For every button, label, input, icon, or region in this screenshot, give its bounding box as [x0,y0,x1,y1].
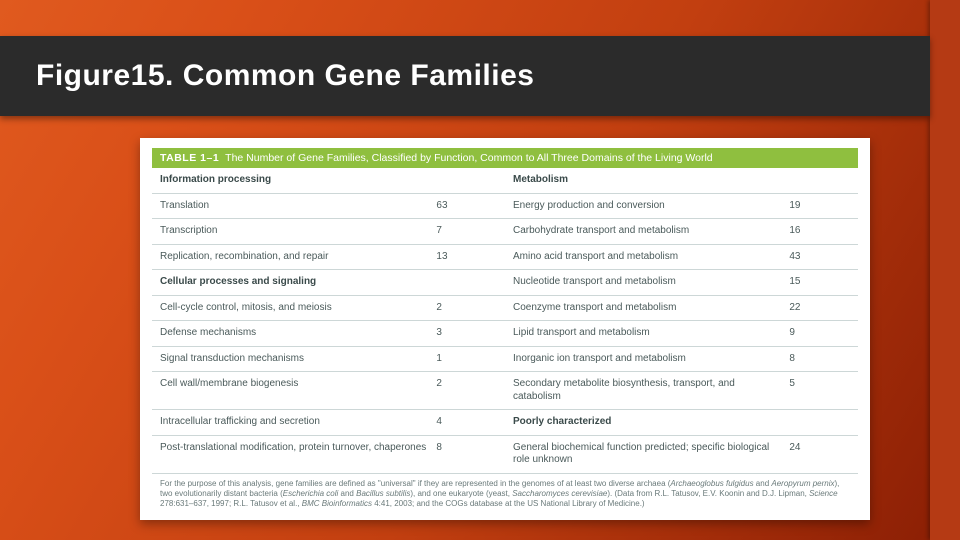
table-footnote: For the purpose of this analysis, gene f… [152,474,858,510]
gene-families-table: Information processing Metabolism Transl… [152,168,858,474]
table-row: Cell wall/membrane biogenesis2 Secondary… [152,372,858,410]
section-heading-left: Information processing [152,168,434,193]
table-row: Translation63 Energy production and conv… [152,193,858,219]
table-header: TABLE 1–1 The Number of Gene Families, C… [152,148,858,168]
table-row: Cellular processes and signaling Nucleot… [152,270,858,296]
table-row: Cell-cycle control, mitosis, and meiosis… [152,295,858,321]
accent-bar [930,0,960,540]
section-heading-right: Metabolism [505,168,787,193]
section-heading-left: Cellular processes and signaling [152,270,434,296]
title-bar: Figure15. Common Gene Families [0,36,930,116]
table-label: TABLE 1–1 [160,152,219,164]
section-heading-right: Poorly characterized [505,410,787,436]
slide: Figure15. Common Gene Families TABLE 1–1… [0,0,960,540]
table-row: Transcription7 Carbohydrate transport an… [152,219,858,245]
table-caption: The Number of Gene Families, Classified … [225,152,713,164]
table-row: Information processing Metabolism [152,168,858,193]
table-row: Defense mechanisms3 Lipid transport and … [152,321,858,347]
table-container: TABLE 1–1 The Number of Gene Families, C… [140,138,870,520]
table-row: Replication, recombination, and repair13… [152,244,858,270]
table-row: Signal transduction mechanisms1 Inorgani… [152,346,858,372]
table-row: Post-translational modification, protein… [152,435,858,473]
table-row: Intracellular trafficking and secretion4… [152,410,858,436]
slide-title: Figure15. Common Gene Families [36,59,534,93]
